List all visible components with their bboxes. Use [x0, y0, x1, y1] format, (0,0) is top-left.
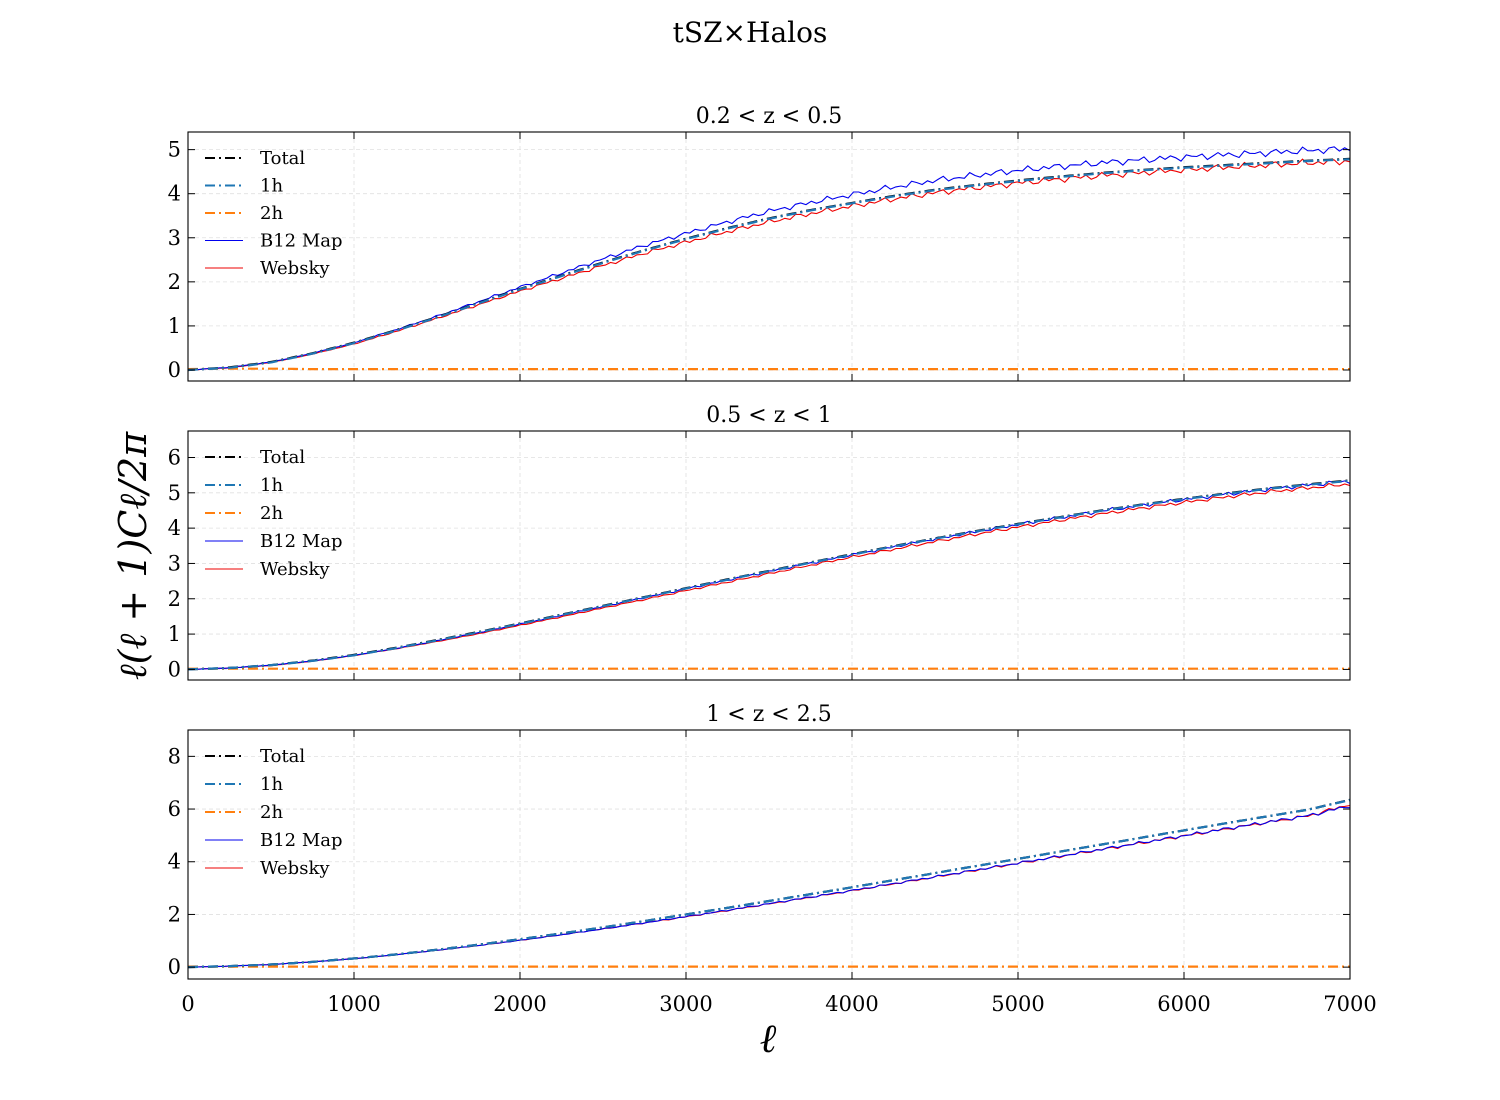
axes-frame — [187, 131, 1351, 382]
legend-label: Total — [260, 447, 305, 468]
series-line-websky — [188, 158, 1350, 371]
legend-label: 2h — [260, 203, 283, 224]
ticks: 0 1 2 3 4 5 6 — [168, 431, 1351, 681]
y-tick-label: 6 — [168, 797, 181, 821]
x-axis-label: ℓ — [760, 1016, 777, 1062]
y-tick-label: 1 — [168, 622, 181, 646]
y-tick-label: 3 — [168, 551, 181, 575]
panel-1: 0 1 2 3 4 5 0.2 < z < 0.5 Total 1h 2h B12 Map Websk… — [168, 104, 1351, 382]
y-tick-label: 0 — [168, 955, 181, 979]
y-tick-label: 4 — [168, 182, 181, 206]
panel-title: 0.5 < z < 1 — [706, 403, 831, 428]
y-tick-label: 8 — [168, 744, 181, 768]
panel-title: 1 < z < 2.5 — [706, 702, 831, 727]
x-tick-label: 7000 — [1323, 992, 1376, 1016]
legend-label: 1h — [260, 475, 283, 496]
grid — [187, 730, 1351, 979]
series-line-websky — [188, 804, 1350, 968]
legend-label: Total — [260, 746, 305, 767]
y-tick-label: 6 — [168, 445, 181, 469]
grid — [187, 431, 1351, 680]
x-tick-label: 0 — [181, 992, 194, 1016]
series-group — [188, 798, 1350, 969]
x-tick-label: 2000 — [493, 992, 546, 1016]
series-line-1h — [188, 158, 1350, 372]
y-tick-label: 0 — [168, 657, 181, 681]
series-line-b12-map — [188, 146, 1350, 371]
figure-title: tSZ×Halos — [673, 16, 828, 49]
legend-label: Websky — [260, 258, 330, 279]
series-line-websky — [188, 482, 1350, 670]
legend-label: B12 Map — [260, 231, 343, 252]
y-tick-label: 4 — [168, 850, 181, 874]
series-group — [188, 479, 1350, 671]
panel-title: 0.2 < z < 0.5 — [696, 104, 842, 129]
series-line-total — [188, 798, 1350, 969]
series-line-total — [188, 479, 1350, 671]
legend-label: 2h — [260, 802, 283, 823]
y-tick-label: 2 — [168, 270, 181, 294]
legend-label: 1h — [260, 774, 283, 795]
x-tick-label: 3000 — [659, 992, 712, 1016]
series-line-b12-map — [188, 806, 1350, 968]
ticks: 0 1 2 3 4 5 — [168, 132, 1351, 382]
legend-label: Websky — [260, 559, 330, 580]
series-line-1h — [188, 799, 1350, 969]
legend: Total 1h 2h B12 Map Websky — [205, 148, 343, 279]
legend-label: Total — [260, 148, 305, 169]
y-tick-label: 5 — [168, 138, 181, 162]
y-tick-label: 2 — [168, 902, 181, 926]
y-tick-label: 3 — [168, 226, 181, 250]
axes-frame — [187, 430, 1351, 681]
legend-label: 2h — [260, 503, 283, 524]
series-group — [188, 146, 1350, 372]
y-tick-label: 4 — [168, 516, 181, 540]
legend-label: 1h — [260, 176, 283, 197]
y-tick-label: 0 — [168, 358, 181, 382]
grid — [187, 132, 1351, 381]
legend: Total 1h 2h B12 Map Websky — [205, 447, 343, 580]
legend-label: Websky — [260, 858, 330, 879]
legend: Total 1h 2h B12 Map Websky — [205, 746, 343, 879]
x-tick-label: 1000 — [327, 992, 380, 1016]
x-tick-label: 5000 — [991, 992, 1044, 1016]
series-line-b12-map — [188, 480, 1350, 670]
x-tick-label: 6000 — [1157, 992, 1210, 1016]
axes-frame — [187, 729, 1351, 980]
y-tick-label: 1 — [168, 314, 181, 338]
y-tick-label: 2 — [168, 587, 181, 611]
ticks: 0 2 4 6 8 0 1000 2000 3000 4000 5000 6000 7000 — [168, 730, 1377, 1016]
legend-label: B12 Map — [260, 830, 343, 851]
panels: 0 1 2 3 4 5 0.2 < z < 0.5 Total 1h 2h B12 Map Websk… — [168, 104, 1377, 1016]
x-tick-label: 4000 — [825, 992, 878, 1016]
legend-label: B12 Map — [260, 531, 343, 552]
series-line-total — [188, 157, 1350, 372]
series-line-1h — [188, 479, 1350, 671]
panel-3: 0 2 4 6 8 0 1000 2000 3000 4000 5000 6000 7000 1 < z … — [168, 702, 1377, 1016]
panel-2: 0 1 2 3 4 5 6 0.5 < z < 1 Total 1h 2h B12 Map Websky — [168, 403, 1351, 681]
y-tick-label: 5 — [168, 481, 181, 505]
y-axis-label: ℓ(ℓ + 1)Cℓ/2π — [111, 431, 155, 680]
